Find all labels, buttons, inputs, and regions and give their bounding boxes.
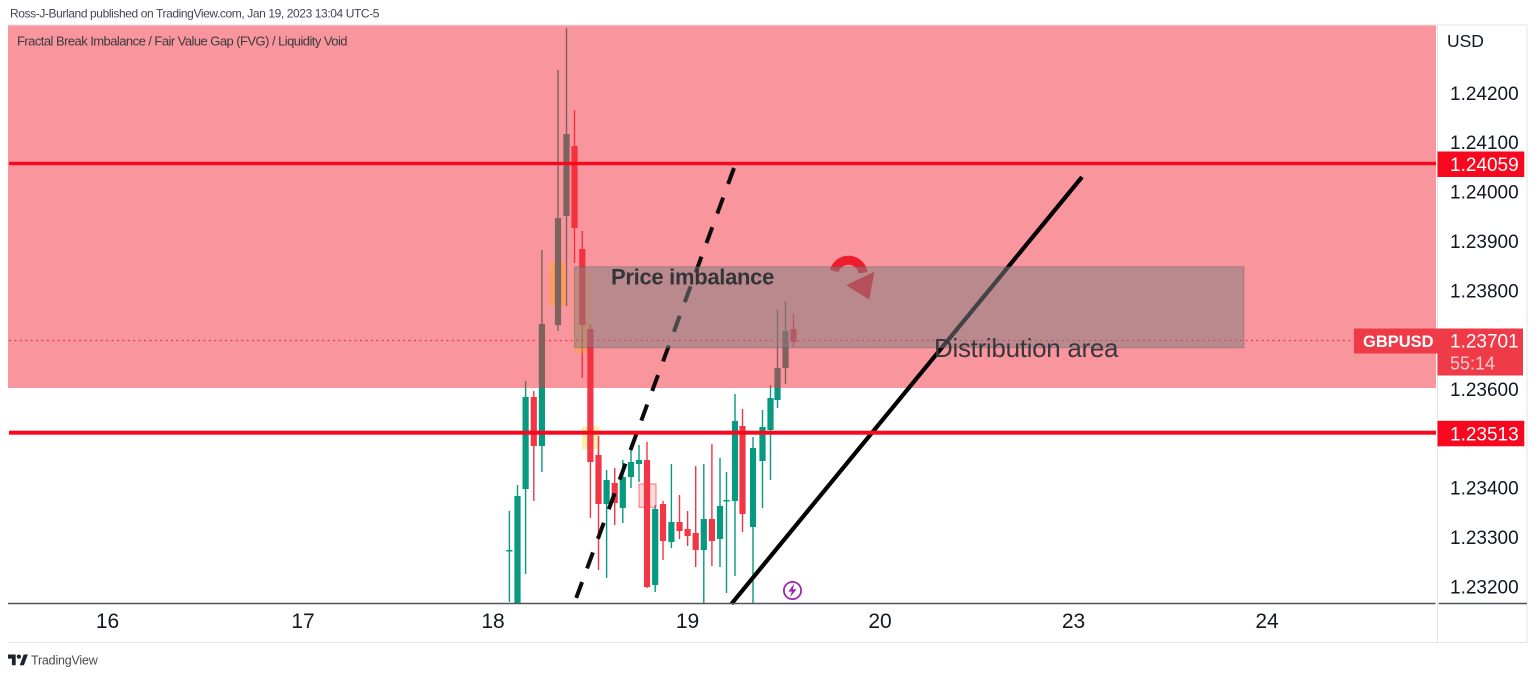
svg-text:Distribution area: Distribution area (934, 333, 1119, 363)
svg-text:24: 24 (1255, 610, 1279, 633)
svg-text:USD: USD (1447, 31, 1484, 51)
svg-text:TradingView: TradingView (31, 654, 99, 668)
svg-text:1.23600: 1.23600 (1450, 380, 1519, 401)
svg-text:1.24000: 1.24000 (1450, 183, 1519, 204)
svg-text:1.23400: 1.23400 (1450, 479, 1519, 500)
svg-text:1.23900: 1.23900 (1450, 232, 1519, 253)
svg-text:1.23800: 1.23800 (1450, 281, 1519, 302)
svg-text:19: 19 (676, 610, 699, 633)
svg-text:Ross-J-Burland published on Tr: Ross-J-Burland published on TradingView.… (10, 7, 380, 21)
svg-text:Fractal Break Imbalance / Fair: Fractal Break Imbalance / Fair Value Gap… (17, 34, 347, 49)
svg-text:1.23300: 1.23300 (1450, 528, 1519, 549)
svg-text:1.23513: 1.23513 (1450, 424, 1519, 445)
svg-text:1.23701: 1.23701 (1450, 332, 1519, 353)
svg-text:1.24200: 1.24200 (1450, 84, 1519, 105)
svg-text:20: 20 (868, 610, 891, 633)
svg-text:1.24059: 1.24059 (1450, 155, 1519, 176)
svg-text:GBPUSD: GBPUSD (1363, 333, 1434, 351)
svg-text:1.23200: 1.23200 (1450, 577, 1519, 598)
svg-text:Price imbalance: Price imbalance (611, 265, 774, 290)
svg-text:18: 18 (481, 610, 504, 633)
svg-text:55:14: 55:14 (1450, 354, 1495, 374)
svg-text:1.24100: 1.24100 (1450, 133, 1519, 154)
svg-text:23: 23 (1062, 610, 1085, 633)
svg-text:16: 16 (96, 610, 119, 633)
svg-text:17: 17 (291, 610, 314, 633)
